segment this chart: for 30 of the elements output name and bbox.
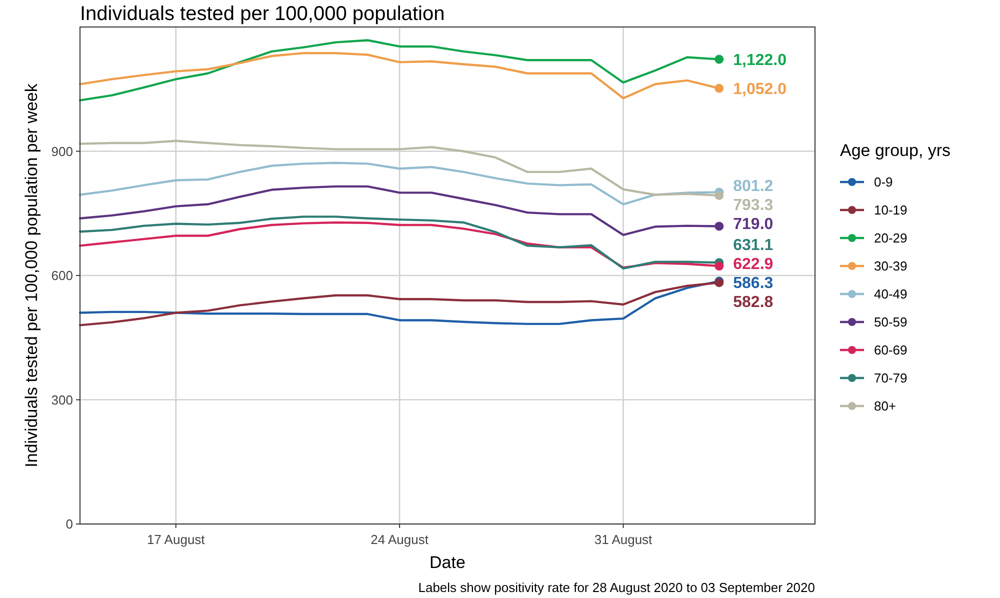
data-label: 801.2	[733, 178, 774, 196]
x-tick-label: 17 August	[146, 532, 206, 547]
legend-label: 40-49	[874, 286, 908, 302]
legend-label: 70-79	[874, 370, 908, 386]
y-tick-label: 300	[51, 392, 73, 408]
data-label: 1,122.0	[733, 52, 787, 69]
y-tick-label: 900	[51, 144, 73, 159]
x-tick-label: 24 August	[370, 532, 429, 547]
data-label: 719.0	[733, 216, 774, 234]
y-axis-title: Individuals tested per 100,000 population per week	[22, 83, 41, 468]
data-label: 622.9	[733, 256, 774, 274]
legend-label: 30-39	[874, 258, 908, 274]
y-tick-label: 600	[51, 268, 73, 284]
x-tick-label: 31 August	[594, 532, 653, 547]
text: Labels show positivity rate for 28 August 2020 to 03 September 2020	[418, 580, 815, 595]
data-label: 582.8	[733, 294, 774, 312]
legend-label: 80+	[874, 398, 896, 414]
data-label: 631.1	[733, 237, 774, 254]
legend-label: 10-19	[874, 202, 908, 218]
legend-label: 60-69	[874, 342, 908, 358]
data-label: 793.3	[733, 197, 774, 214]
y-tick-label: 0	[66, 516, 73, 532]
data-label: 1,052.0	[733, 80, 787, 98]
chart-title: Individuals tested per 100,000 population	[80, 3, 445, 25]
x-axis-title: Date	[430, 553, 466, 572]
data-label: 586.3	[733, 275, 774, 292]
legend-label: 0-9	[874, 174, 893, 190]
legend-title: Age group, yrs	[840, 141, 951, 160]
legend-label: 50-59	[874, 314, 908, 330]
legend-label: 20-29	[874, 230, 908, 246]
